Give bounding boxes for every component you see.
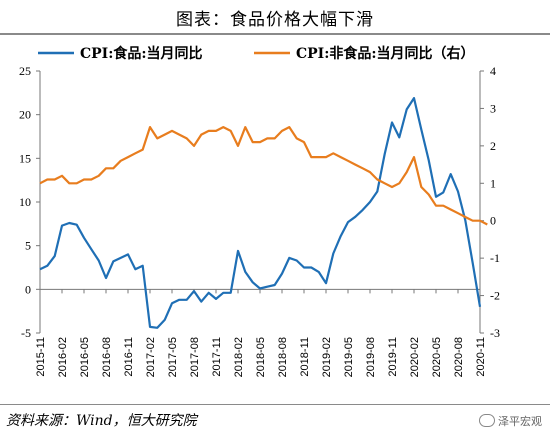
x-tick-label: 2020-02 [409, 337, 421, 377]
x-tick-label: 2017-02 [145, 337, 157, 377]
x-tick-label: 2019-02 [321, 337, 333, 377]
legend-label-1: CPI:食品:当月同比 [80, 45, 203, 62]
y-right-tick-label: 2 [490, 139, 496, 153]
watermark-text: 泽平宏观 [498, 415, 542, 428]
x-tick-label: 2016-05 [79, 337, 91, 377]
x-tick-label: 2015-11 [35, 337, 47, 377]
y-left-tick-label: 5 [25, 239, 31, 253]
x-tick-label: 2017-11 [211, 337, 223, 377]
y-right-tick-label: 4 [490, 64, 496, 78]
y-right-tick-label: 3 [490, 101, 496, 115]
y-right-tick-label: 0 [490, 214, 496, 228]
x-tick-label: 2018-05 [255, 337, 267, 377]
x-tick-label: 2020-08 [453, 337, 465, 377]
series-line-1 [39, 96, 482, 329]
y-right-tick-label: -2 [490, 289, 500, 303]
x-tick-label: 2018-02 [233, 337, 245, 377]
x-tick-label: 2016-02 [57, 337, 69, 377]
x-tick-label: 2020-11 [475, 337, 487, 377]
watermark: 泽平宏观 [479, 413, 542, 429]
y-left-tick-label: 0 [25, 282, 31, 296]
chart-ticks: -5 0 5 10 15 20 25 -3 -2 -1 0 1 2 3 4 2015-11 2016-02 201… [19, 64, 500, 377]
y-right-tick-label: -1 [490, 251, 500, 265]
y-left-tick-label: 20 [19, 108, 31, 122]
series-line-2 [39, 125, 488, 226]
legend-label-2: CPI:非食品:当月同比（右） [296, 45, 475, 62]
x-tick-label: 2018-08 [277, 337, 289, 377]
footer-divider [0, 404, 550, 405]
x-tick-label: 2017-05 [167, 337, 179, 377]
chart-axes [39, 71, 481, 333]
title-divider [0, 33, 550, 35]
chart-legend: CPI:食品:当月同比 CPI:非食品:当月同比（右） [38, 45, 475, 62]
y-left-tick-label: 15 [19, 151, 31, 165]
wechat-icon [479, 414, 495, 427]
x-tick-label: 2016-08 [101, 337, 113, 377]
chart-title: 图表：食品价格大幅下滑 [176, 10, 374, 30]
y-right-tick-label: -3 [490, 326, 500, 340]
chart-series [39, 96, 488, 329]
x-tick-label: 2019-08 [365, 337, 377, 377]
x-tick-label: 2020-05 [431, 337, 443, 377]
y-left-tick-label: -5 [21, 326, 31, 340]
x-tick-label: 2019-11 [387, 337, 399, 377]
x-tick-label: 2019-05 [343, 337, 355, 377]
x-tick-label: 2016-11 [123, 337, 135, 377]
y-right-tick-label: 1 [490, 176, 496, 190]
x-tick-label: 2017-08 [189, 337, 201, 377]
x-tick-label: 2018-11 [299, 337, 311, 377]
y-left-tick-label: 10 [19, 195, 31, 209]
source-note: 资料来源：Wind，恒大研究院 [6, 413, 197, 429]
y-left-tick-label: 25 [19, 64, 31, 78]
